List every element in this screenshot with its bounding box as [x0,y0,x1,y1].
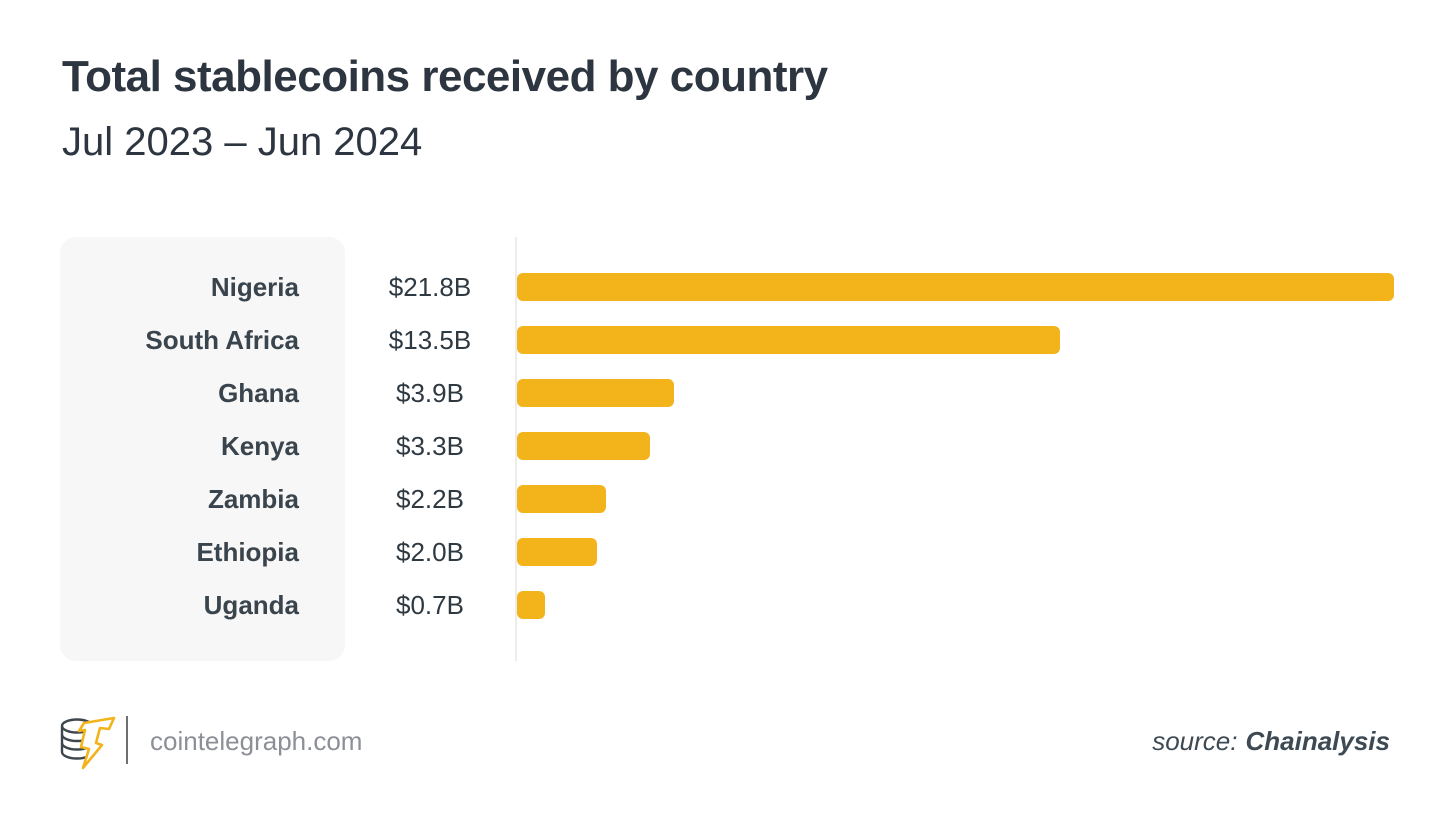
value-label-zambia: $2.2B [396,484,464,514]
chart-title: Total stablecoins received by country [62,52,828,101]
country-label-south-africa: South Africa [145,325,299,355]
country-label-ghana: Ghana [218,378,299,408]
bar-ethiopia [517,538,597,566]
chart-subtitle: Jul 2023 – Jun 2024 [62,120,423,164]
cointelegraph-logo-icon [60,716,116,770]
bar-nigeria [517,273,1394,301]
value-label-nigeria: $21.8B [388,272,472,302]
value-label-ghana: $3.9B [396,378,464,408]
country-label-nigeria: Nigeria [210,272,299,302]
source-label: source: [1152,726,1238,756]
country-label-uganda: Uganda [203,590,299,620]
bar-south-africa [517,326,1060,354]
baseline-axis [515,237,517,661]
labels-panel [60,237,345,661]
value-label-kenya: $3.3B [396,431,464,461]
footer-divider [126,716,128,764]
value-label-south-africa: $13.5B [388,325,472,355]
source-name: Chainalysis [1245,726,1390,756]
website-link[interactable]: cointelegraph.com [150,726,363,756]
source-credit: source: Chainalysis [1152,726,1390,757]
country-label-kenya: Kenya [220,431,299,461]
country-label-zambia: Zambia [207,484,299,514]
value-label-uganda: $0.7B [396,590,464,620]
value-label-ethiopia: $2.0B [396,537,464,567]
bar-ghana [517,379,674,407]
bar-zambia [517,485,606,513]
bar-kenya [517,432,650,460]
country-label-ethiopia: Ethiopia [196,537,299,567]
bar-uganda [517,591,545,619]
